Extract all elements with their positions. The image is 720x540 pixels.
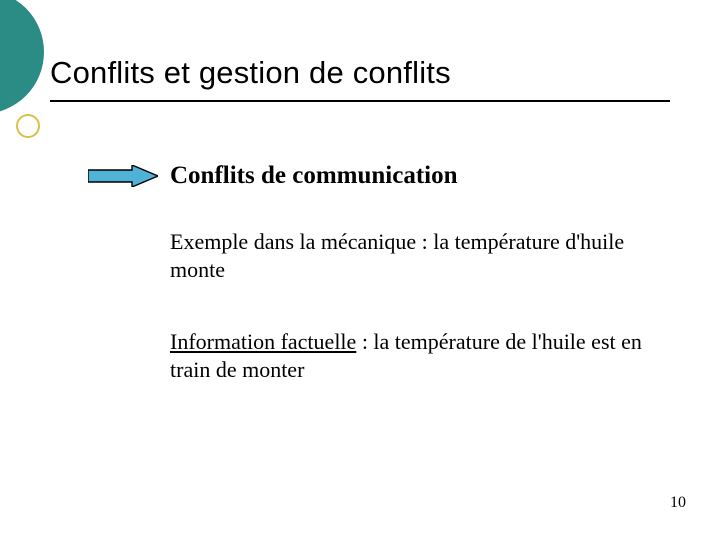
arrow-icon bbox=[88, 165, 158, 187]
title-wrap: Conflits et gestion de conflits bbox=[50, 55, 680, 91]
title-underline bbox=[50, 100, 670, 102]
example-paragraph: Exemple dans la mécanique : la températu… bbox=[170, 228, 650, 283]
information-paragraph: Information factuelle : la température d… bbox=[170, 328, 650, 383]
page-number: 10 bbox=[670, 494, 686, 512]
slide-title: Conflits et gestion de conflits bbox=[50, 55, 680, 91]
slide: Conflits et gestion de conflits Conflits… bbox=[0, 0, 720, 540]
corner-circle-large bbox=[0, 0, 44, 114]
corner-circle-small bbox=[16, 114, 40, 138]
subtitle: Conflits de communication bbox=[170, 162, 458, 190]
info-label: Information factuelle bbox=[170, 329, 356, 354]
